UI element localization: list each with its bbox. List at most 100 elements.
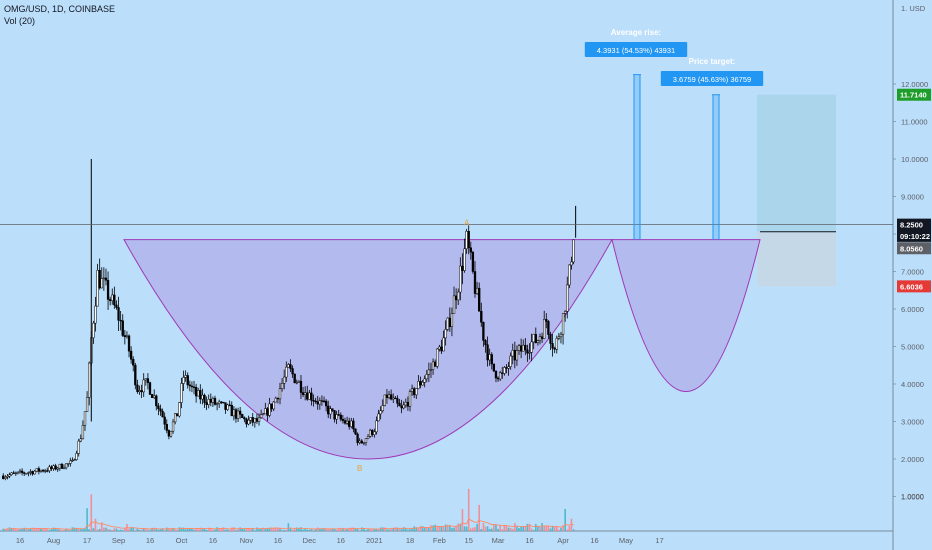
candle-down: [496, 377, 500, 380]
candle-up: [568, 264, 571, 286]
volume-bar-up: [541, 523, 543, 531]
candle-up: [295, 382, 298, 384]
candle-up: [421, 382, 424, 386]
volume-bar-up: [564, 508, 566, 531]
candle-down: [540, 336, 544, 339]
volume-bar-down: [461, 509, 464, 531]
candle-down: [159, 408, 162, 412]
candle-down: [190, 385, 194, 388]
volume-bar-down: [442, 526, 445, 531]
volume-bar-down: [558, 529, 560, 531]
candle-up: [272, 401, 275, 410]
candle-up: [463, 248, 466, 271]
volume-bar-down: [275, 527, 277, 531]
volume-bar-up: [48, 530, 51, 531]
volume-bar-up: [314, 528, 317, 531]
volume-bar-up: [411, 528, 413, 531]
volume-bar-down: [113, 528, 116, 531]
volume-bar-up: [203, 528, 206, 531]
candle-up: [358, 440, 361, 443]
candle-up: [509, 355, 512, 367]
volume-bar-down: [96, 529, 99, 531]
candle-down: [480, 311, 483, 323]
volume-bar-down: [233, 527, 235, 531]
volume-bar-up: [518, 528, 520, 531]
symbol-label: OMG/USD, 1D, COINBASE: [4, 4, 116, 14]
average-rise-box: [584, 42, 688, 57]
candle-down: [150, 394, 154, 398]
candle-down: [316, 401, 319, 405]
candle-up: [538, 336, 542, 341]
volume-bar-up: [449, 525, 451, 531]
candle-down: [293, 373, 296, 384]
volume-bar-up: [54, 527, 57, 531]
candle-down: [148, 382, 152, 395]
candle-down: [117, 307, 120, 321]
volume-bar-down: [197, 529, 200, 531]
candle-down: [121, 320, 124, 336]
candle-up: [475, 287, 479, 294]
candle-down: [155, 395, 158, 407]
volume-bar-up: [21, 528, 23, 531]
volume-bar-up: [421, 526, 424, 531]
volume-bar-down: [195, 528, 197, 531]
volume-bar-down: [100, 522, 103, 531]
x-tick-label: Oct: [176, 536, 189, 545]
cup-pattern: [123, 239, 613, 460]
volume-bar-down: [455, 525, 457, 531]
candle-up: [253, 418, 256, 423]
volume-bar-up: [178, 527, 181, 531]
volume-bar-down: [467, 488, 470, 531]
volume-bar-down: [17, 529, 19, 531]
candle-up: [425, 374, 428, 380]
candle-up: [555, 338, 558, 350]
candle-up: [142, 379, 145, 393]
volume-bar-down: [77, 528, 80, 531]
candle-down: [31, 471, 34, 475]
stop-zone: [757, 231, 836, 287]
volume-bar-down: [568, 526, 571, 531]
candle-up: [69, 460, 72, 464]
candle-up: [278, 388, 282, 400]
x-tick-label: 16: [525, 536, 533, 545]
candle-up: [392, 397, 395, 400]
volume-bar-down: [543, 525, 545, 531]
candle-down: [467, 231, 470, 249]
candle-down: [37, 468, 41, 472]
volume-bar-down: [170, 528, 172, 531]
candle-down: [348, 420, 351, 427]
volume-bar-down: [277, 527, 279, 531]
candle-down: [176, 413, 179, 417]
volume-bar-up: [159, 529, 162, 531]
volume-bar-up: [308, 529, 311, 531]
candle-down: [199, 390, 202, 400]
candle-up: [67, 463, 70, 465]
volume-bar-down: [436, 525, 439, 531]
candle-up: [345, 420, 349, 424]
volume-bar-up: [2, 528, 5, 531]
volume-bar-up: [75, 527, 78, 531]
volume-bar-up: [56, 529, 59, 531]
volume-bars: [2, 488, 575, 531]
candle-up: [465, 231, 468, 250]
candle-down: [266, 408, 269, 416]
volume-bar-up: [333, 528, 336, 531]
candle-down: [230, 405, 233, 417]
volume-bar-up: [507, 527, 510, 531]
candle-up: [442, 337, 445, 352]
candle-down: [136, 384, 139, 392]
volume-bar-down: [335, 529, 338, 531]
candle-up: [536, 340, 540, 343]
price-tag: [897, 88, 931, 101]
candle-up: [364, 438, 368, 443]
volume-bar-up: [10, 528, 13, 531]
volume-bar-down: [394, 527, 397, 531]
candles: [2, 225, 575, 481]
volume-bar-up: [180, 527, 183, 531]
candle-down: [123, 335, 126, 338]
candle-up: [44, 470, 47, 472]
volume-bar-up: [80, 529, 82, 531]
volume-bar-up: [52, 527, 55, 531]
